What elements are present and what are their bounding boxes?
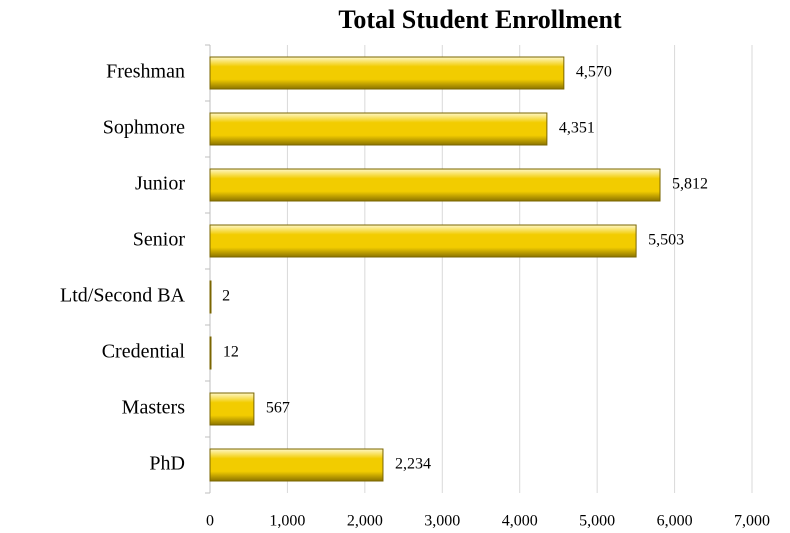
y-tick-label: Masters	[122, 397, 186, 419]
bar	[209, 448, 384, 482]
bar	[209, 112, 548, 146]
y-tick-label: Junior	[135, 173, 185, 195]
value-label: 4,570	[576, 64, 612, 81]
x-tick-label: 1,000	[269, 513, 305, 530]
value-label: 5,812	[672, 176, 708, 193]
bar	[209, 280, 212, 314]
bar	[209, 336, 212, 370]
bar	[209, 168, 661, 202]
y-tick-label: Freshman	[106, 61, 185, 83]
bar	[209, 392, 255, 426]
x-tick-label: 2,000	[347, 513, 383, 530]
y-tick-label: Sophmore	[103, 117, 185, 139]
value-label: 567	[266, 400, 290, 417]
bar	[209, 56, 565, 90]
y-tick-label: Credential	[102, 341, 186, 363]
value-label: 4,351	[559, 120, 595, 137]
value-label: 2,234	[395, 456, 431, 473]
x-tick-label: 6,000	[657, 513, 693, 530]
bar	[209, 224, 637, 258]
value-label: 12	[223, 344, 239, 361]
y-tick-label: Senior	[133, 229, 186, 251]
chart-title: Total Student Enrollment	[338, 5, 622, 34]
x-tick-label: 3,000	[424, 513, 460, 530]
x-tick-label: 7,000	[734, 513, 770, 530]
x-tick-label: 5,000	[579, 513, 615, 530]
y-tick-label: Ltd/Second BA	[60, 285, 186, 307]
value-label: 5,503	[648, 232, 684, 249]
x-tick-label: 0	[206, 513, 214, 530]
value-label: 2	[222, 288, 230, 305]
x-tick-label: 4,000	[502, 513, 538, 530]
y-tick-label: PhD	[149, 453, 185, 475]
